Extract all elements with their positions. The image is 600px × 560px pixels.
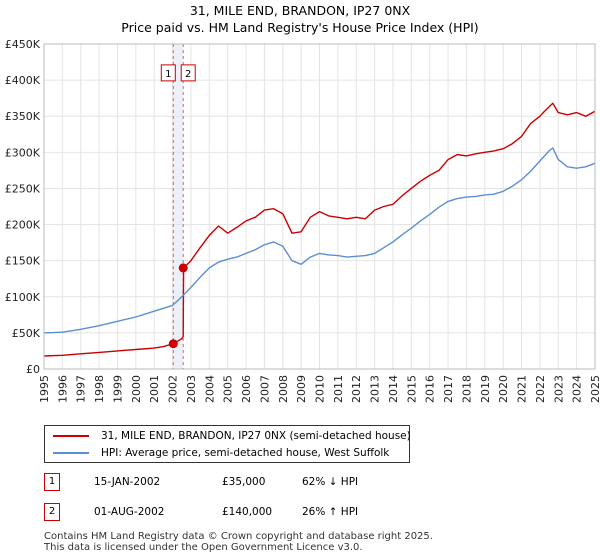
- transaction-label-1: 1: [165, 69, 171, 80]
- transaction-label-2: 2: [185, 69, 191, 80]
- line-chart: £0 £50K £100K £150K £200K £250K £300K £350K £400…: [5, 38, 600, 403]
- x-tick-label: 2008: [277, 375, 290, 403]
- transaction-date-1: 15-JAN-2002: [94, 476, 161, 488]
- axes: £0 £50K £100K £150K £200K £250K £300K £350K £400…: [5, 38, 600, 403]
- x-tick-label: 2013: [369, 375, 382, 403]
- hpi-line: [43, 147, 596, 334]
- chart-title: 31, MILE END, BRANDON, IP27 0NX: [189, 3, 411, 18]
- transaction-hpi-1: 62% ↓ HPI: [302, 476, 359, 488]
- x-tick-label: 2017: [442, 375, 455, 403]
- x-tick-label: 2006: [240, 375, 253, 403]
- y-tick-label: £450K: [5, 38, 41, 51]
- x-tick-label: 2023: [552, 375, 565, 403]
- x-tick-label: 2020: [497, 375, 510, 403]
- legend-swatch-property: [53, 435, 89, 437]
- grid: [43, 43, 596, 370]
- transaction-point-2: [178, 263, 188, 273]
- transaction-markers: [172, 44, 184, 369]
- property-price-line: [43, 102, 596, 357]
- transaction-label-box-1: [160, 64, 176, 82]
- x-tick-label: 1995: [38, 375, 51, 403]
- chart-subtitle: Price paid vs. HM Land Registry's House …: [121, 20, 479, 35]
- transaction-point-1: [168, 339, 178, 349]
- transaction-price-1: £35,000: [222, 476, 266, 488]
- x-tick-label: 2021: [516, 375, 529, 403]
- x-tick-label: 2025: [589, 375, 600, 403]
- x-tick-label: 2022: [534, 375, 547, 403]
- transaction-badge-1: 1: [44, 473, 60, 491]
- y-tick-label: £300K: [5, 146, 41, 159]
- x-tick-label: 1998: [93, 375, 106, 403]
- y-tick-label: £50K: [12, 327, 41, 340]
- y-tick-label: £100K: [5, 291, 41, 304]
- transaction-points: [168, 263, 188, 349]
- y-tick-label: £400K: [5, 74, 41, 87]
- series-lines: [43, 102, 596, 357]
- x-tick-label: 2007: [258, 375, 271, 403]
- transaction-badge-2: 2: [44, 503, 60, 521]
- x-tick-label: 2014: [387, 375, 400, 403]
- transaction-label-box-2: [180, 64, 196, 82]
- transaction-price-2: £140,000: [222, 506, 273, 518]
- x-tick-label: 2011: [332, 375, 345, 403]
- x-tick-label: 2018: [460, 375, 473, 403]
- x-tick-label: 2003: [185, 375, 198, 403]
- y-tick-label: £250K: [5, 182, 41, 195]
- x-tick-label: 2015: [405, 375, 418, 403]
- x-tick-label: 2016: [424, 375, 437, 403]
- footer-licence: This data is licensed under the Open Gov…: [44, 542, 363, 553]
- x-tick-label: 2024: [571, 375, 584, 403]
- x-tick-label: 1999: [111, 375, 124, 403]
- transaction-band: [173, 44, 184, 369]
- x-tick-label: 2004: [203, 375, 216, 403]
- legend-swatch-hpi: [53, 452, 89, 454]
- footer-copyright: Contains HM Land Registry data © Crown c…: [44, 531, 433, 542]
- x-tick-label: 2005: [222, 375, 235, 403]
- transaction-hpi-2: 26% ↑ HPI: [302, 506, 359, 518]
- plot-frame: [43, 43, 596, 370]
- x-tick-label: 2001: [148, 375, 161, 403]
- transaction-date-2: 01-AUG-2002: [94, 506, 165, 518]
- x-tick-label: 2019: [479, 375, 492, 403]
- y-tick-label: £350K: [5, 110, 41, 123]
- y-tick-label: £200K: [5, 219, 41, 232]
- x-tick-label: 2002: [167, 375, 180, 403]
- x-tick-label: 2009: [295, 375, 308, 403]
- legend-label-hpi: HPI: Average price, semi-detached house,…: [101, 447, 390, 459]
- x-tick-label: 2012: [350, 375, 363, 403]
- legend-label-property: 31, MILE END, BRANDON, IP27 0NX (semi-de…: [101, 430, 411, 442]
- x-tick-label: 1997: [75, 375, 88, 403]
- x-tick-label: 2000: [130, 375, 143, 403]
- y-tick-label: £0: [26, 363, 40, 376]
- y-tick-label: £150K: [5, 255, 41, 268]
- x-tick-label: 1996: [56, 375, 69, 403]
- x-tick-label: 2010: [314, 375, 327, 403]
- legend: 31, MILE END, BRANDON, IP27 0NX (semi-de…: [44, 425, 411, 463]
